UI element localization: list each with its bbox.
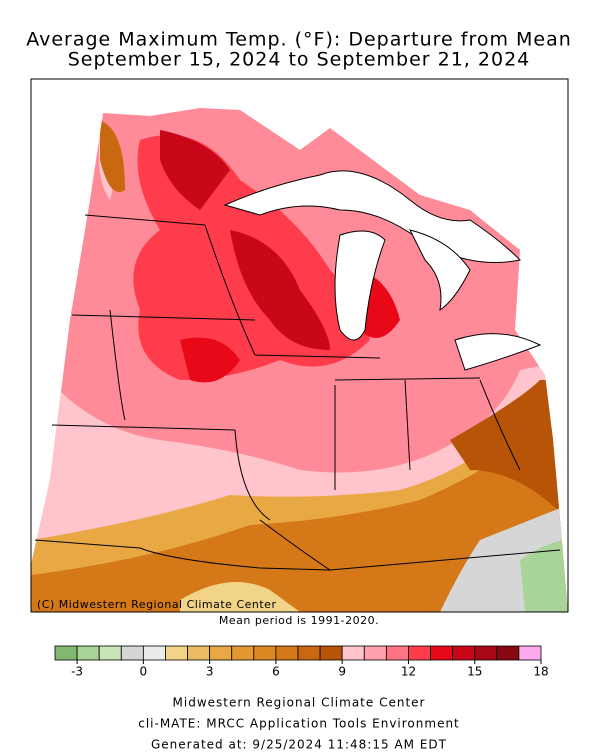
legend-box — [430, 645, 454, 661]
color-legend: -3 0 3 6 9 12 15 18 — [54, 645, 549, 679]
legend-box — [54, 645, 78, 661]
footer-line: Midwestern Regional Climate Center — [173, 696, 426, 710]
legend-box — [165, 645, 188, 661]
legend-tick-label: 0 — [140, 665, 148, 679]
mean-period-note: Mean period is 1991-2020. — [219, 614, 379, 627]
legend-box — [253, 645, 277, 661]
map-border — [30, 78, 569, 613]
legend-box — [98, 645, 122, 661]
legend-tick-label: 9 — [338, 665, 346, 679]
legend-box — [275, 645, 299, 661]
legend-box — [120, 645, 144, 661]
legend-box — [76, 645, 100, 661]
legend-tick-label: 12 — [401, 665, 416, 679]
legend-tick-label: 18 — [533, 665, 548, 679]
lake-michigan — [334, 230, 386, 341]
footer-line: cli-MATE: MRCC Application Tools Environ… — [138, 717, 460, 731]
lakes — [223, 170, 542, 371]
legend-box — [518, 645, 542, 661]
legend-box — [496, 645, 520, 661]
legend-box — [408, 645, 431, 661]
lake-superior — [223, 170, 522, 263]
title-line: September 15, 2024 to September 21, 2024 — [68, 49, 531, 71]
map-credit: (C) Midwestern Regional Climate Center — [37, 598, 276, 611]
footer-line: Generated at: 9/25/2024 11:48:15 AM EDT — [151, 738, 447, 752]
legend-tick-label: 6 — [272, 665, 280, 679]
lake-huron — [409, 229, 471, 312]
lake-erie — [454, 333, 542, 371]
legend-box — [474, 645, 498, 661]
legend-box — [297, 645, 321, 661]
legend-box — [363, 645, 387, 661]
legend-box — [319, 645, 343, 661]
legend-box — [142, 645, 166, 661]
legend-tick-label: 3 — [206, 665, 214, 679]
legend-box — [452, 645, 476, 661]
legend-box — [231, 645, 255, 661]
legend-tick-label: 15 — [467, 665, 482, 679]
legend-box — [385, 645, 409, 661]
legend-box — [187, 645, 211, 661]
legend-box — [209, 645, 233, 661]
state-lines — [34, 214, 561, 571]
legend-tick-label: -3 — [71, 665, 83, 679]
legend-box — [341, 645, 365, 661]
title-line: Average Maximum Temp. (°F): Departure fr… — [26, 29, 572, 51]
